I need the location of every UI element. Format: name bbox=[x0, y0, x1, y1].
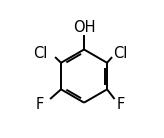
Text: Cl: Cl bbox=[113, 46, 128, 61]
Text: OH: OH bbox=[73, 20, 95, 35]
Text: Cl: Cl bbox=[33, 46, 48, 61]
Text: F: F bbox=[36, 97, 44, 112]
Text: F: F bbox=[117, 97, 125, 112]
